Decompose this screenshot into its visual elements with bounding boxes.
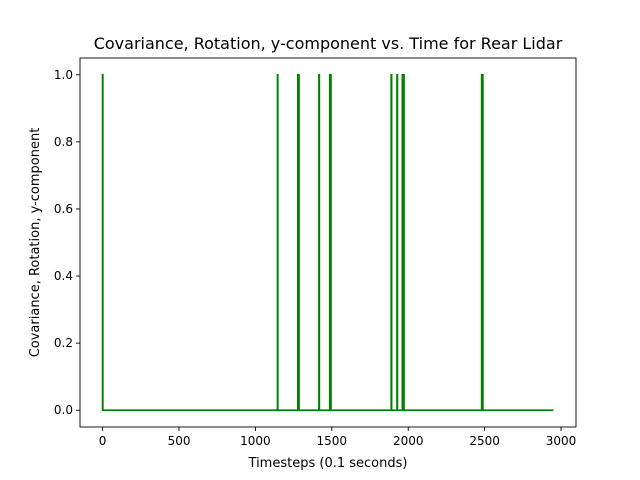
y-tick-label: 0.2 (54, 336, 73, 350)
series-line (101, 73, 554, 412)
y-tick-label: 0.6 (54, 202, 73, 216)
x-tick-label: 2500 (469, 434, 500, 448)
y-tick-label: 0.0 (54, 403, 73, 417)
y-tick-label: 1.0 (54, 68, 73, 82)
y-tick-label: 0.4 (54, 269, 73, 283)
x-tick-label: 2000 (393, 434, 424, 448)
y-axis-label: Covariance, Rotation, y-component (28, 128, 43, 358)
y-tick-label: 0.8 (54, 135, 73, 149)
x-tick-label: 0 (99, 434, 107, 448)
y-axis: 0.0 0.2 0.4 0.6 0.8 1.0 (54, 68, 80, 417)
axes-frame (79, 57, 577, 428)
x-tick-label: 3000 (546, 434, 577, 448)
x-axis: 0 500 1000 1500 2000 2500 3000 (99, 427, 577, 448)
x-tick-label: 1500 (317, 434, 348, 448)
chart-title: Covariance, Rotation, y-component vs. Ti… (94, 34, 563, 53)
x-tick-label: 1000 (240, 434, 271, 448)
plot-area (101, 73, 554, 412)
x-axis-label: Timesteps (0.1 seconds) (248, 456, 408, 471)
x-tick-label: 500 (168, 434, 191, 448)
